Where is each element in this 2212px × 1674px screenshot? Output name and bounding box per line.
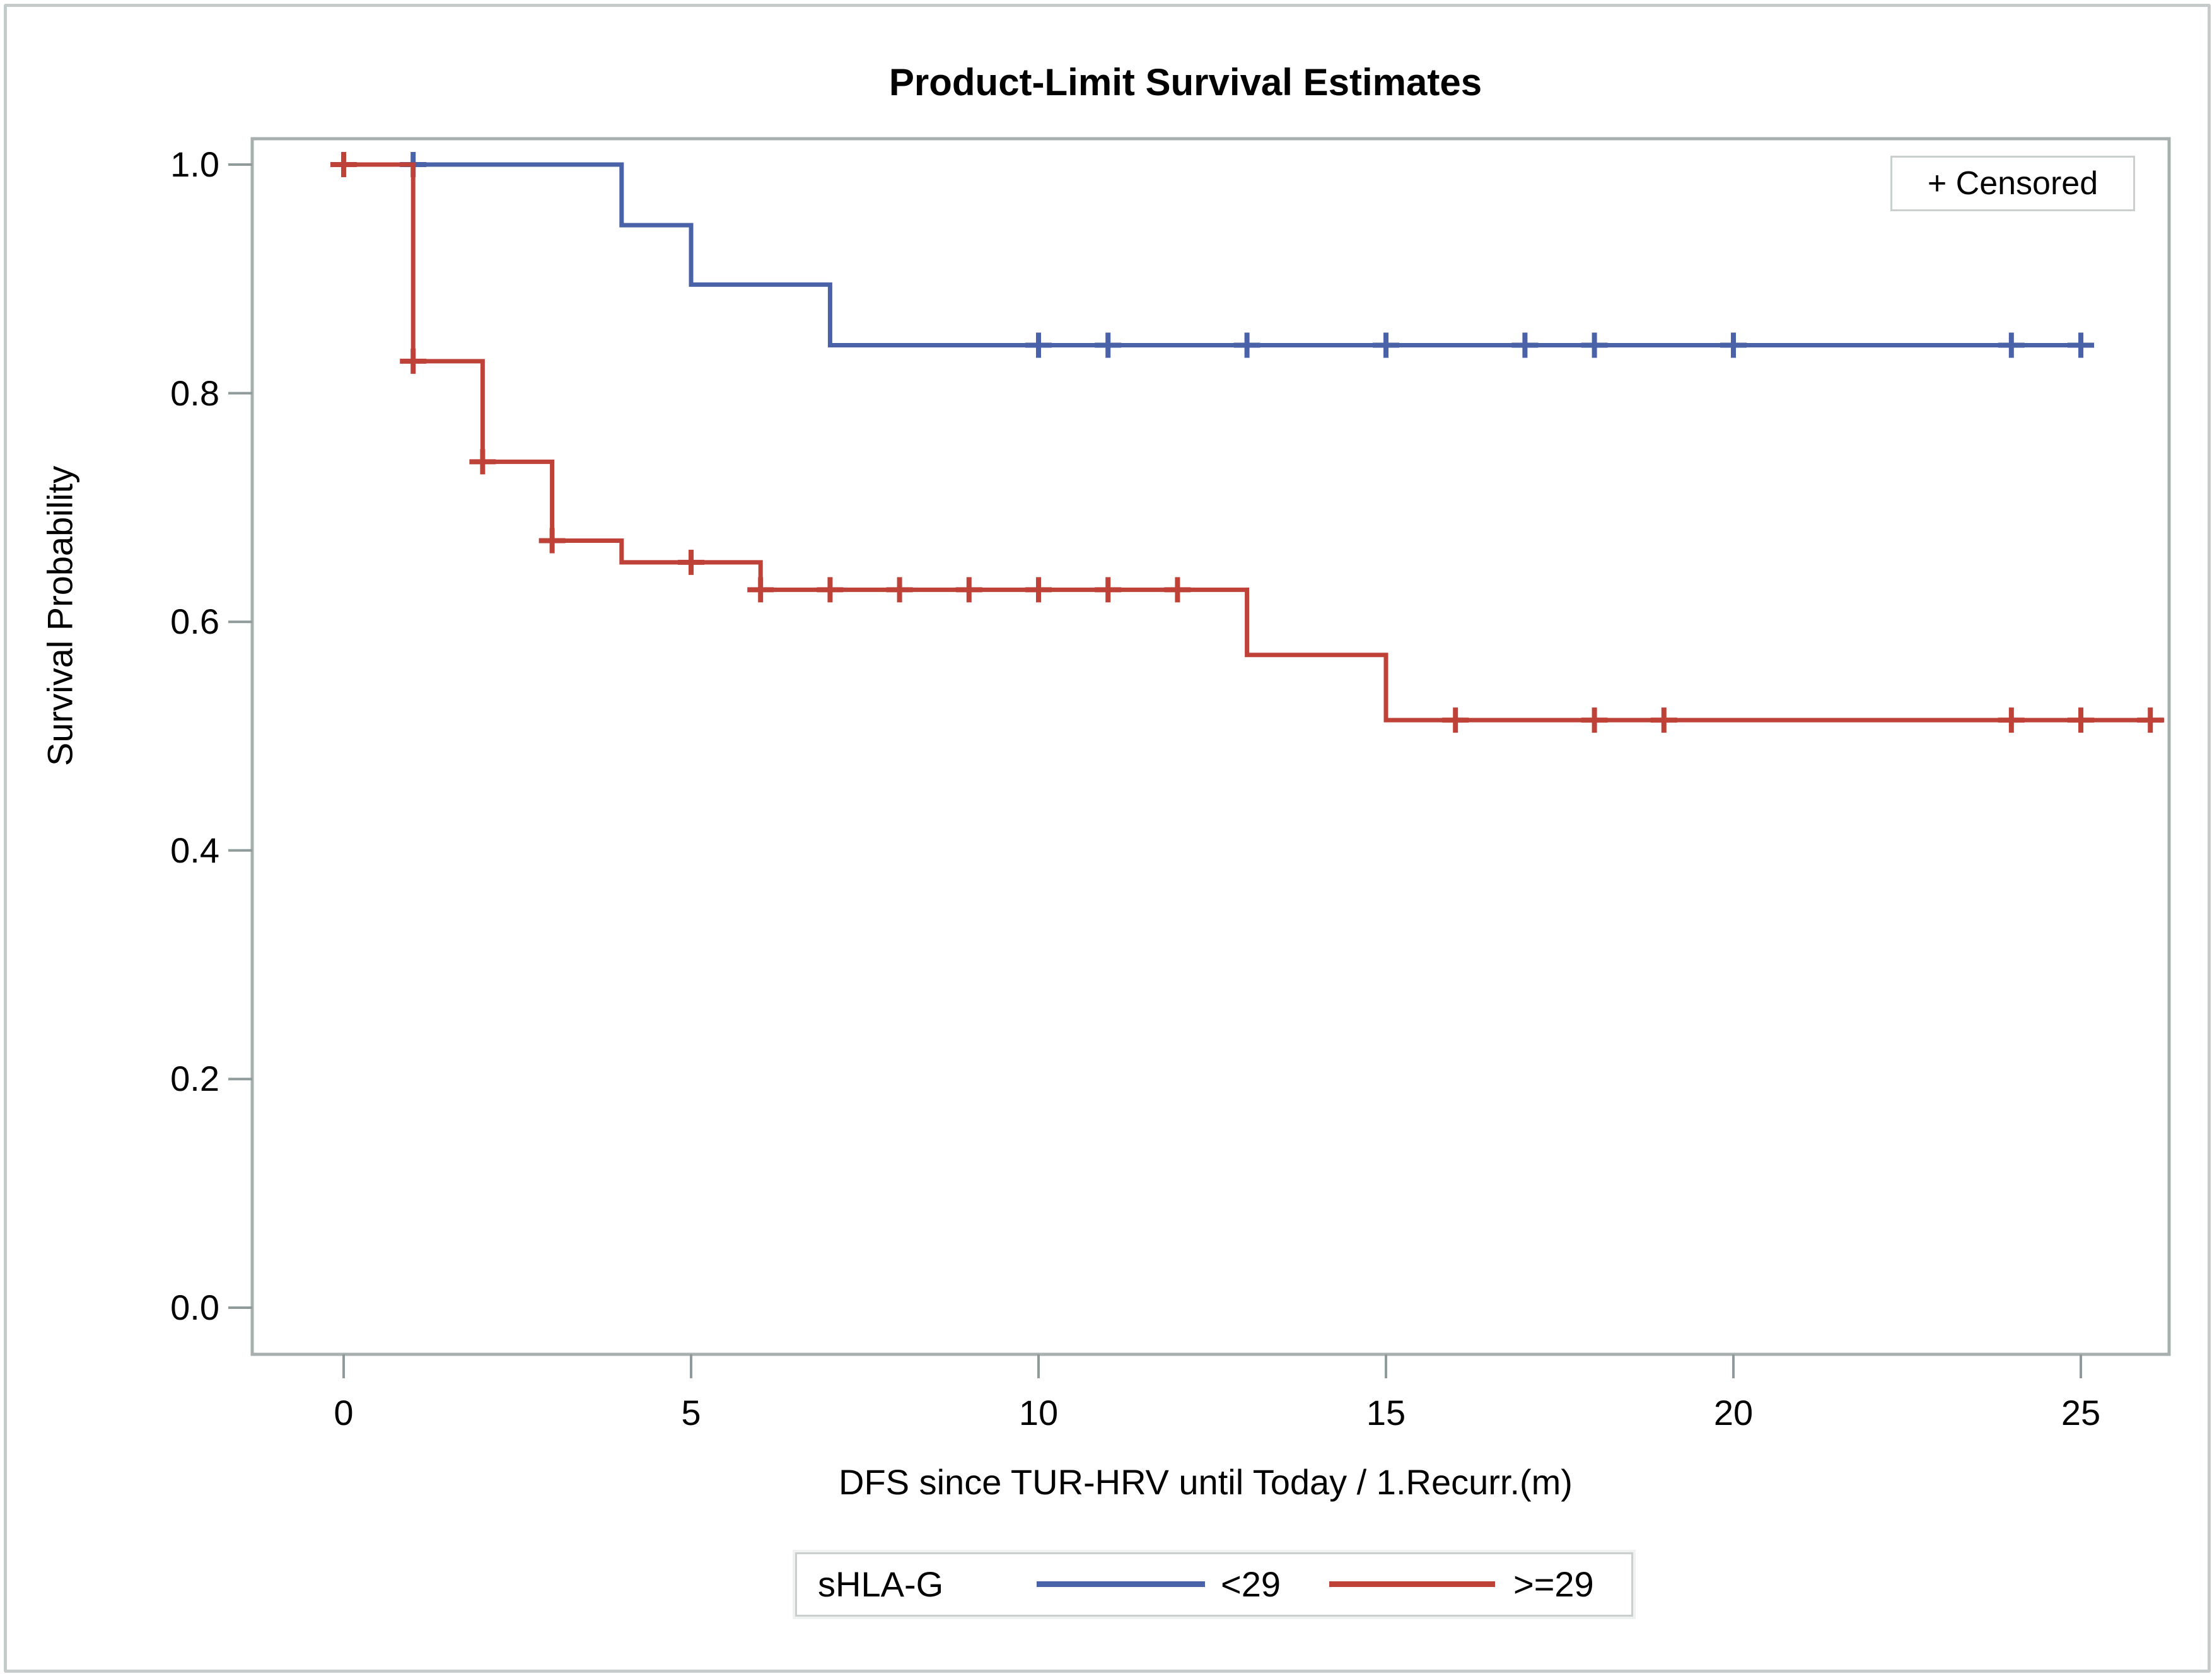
x-tick-label: 20 — [1713, 1393, 1754, 1433]
y-tick-label: 0.8 — [170, 373, 219, 413]
censored-legend-label: + Censored — [1927, 165, 2098, 202]
chart-title: Product-Limit Survival Estimates — [888, 61, 1482, 103]
plot-frame — [250, 137, 2171, 1356]
x-tick-label: 10 — [1018, 1393, 1059, 1433]
legend-line-swatch-lt29 — [1037, 1581, 1205, 1587]
legend-entry-label-ge29: >=29 — [1513, 1564, 1594, 1604]
y-tick-label: 0.4 — [170, 830, 219, 870]
x-axis-title: DFS since TUR-HRV until Today / 1.Recurr… — [839, 1462, 1573, 1502]
y-tick-label: 0.6 — [170, 602, 219, 642]
x-tick-label: 15 — [1366, 1393, 1406, 1433]
x-tick-label: 5 — [681, 1393, 701, 1433]
figure-outer-border — [4, 4, 2211, 1673]
y-tick-label: 0.0 — [170, 1287, 219, 1327]
group-legend-box: sHLA-G <29 >=29 — [795, 1552, 1633, 1617]
x-tick-label: 25 — [2061, 1393, 2101, 1433]
survival-curve-29 — [344, 162, 2165, 723]
y-tick-label: 1.0 — [170, 144, 219, 184]
x-tick-label: 0 — [334, 1393, 354, 1433]
y-axis-title: Survival Probability — [40, 466, 81, 766]
survival-curve-29 — [344, 162, 2088, 347]
y-axis-title-text: Survival Probability — [40, 465, 80, 766]
y-tick-label: 0.2 — [170, 1059, 219, 1099]
legend-entry-label-lt29: <29 — [1221, 1564, 1281, 1604]
censored-legend-box: + Censored — [1890, 156, 2135, 211]
legend-line-swatch-ge29 — [1329, 1581, 1495, 1587]
legend-group-label: sHLA-G — [818, 1564, 944, 1604]
